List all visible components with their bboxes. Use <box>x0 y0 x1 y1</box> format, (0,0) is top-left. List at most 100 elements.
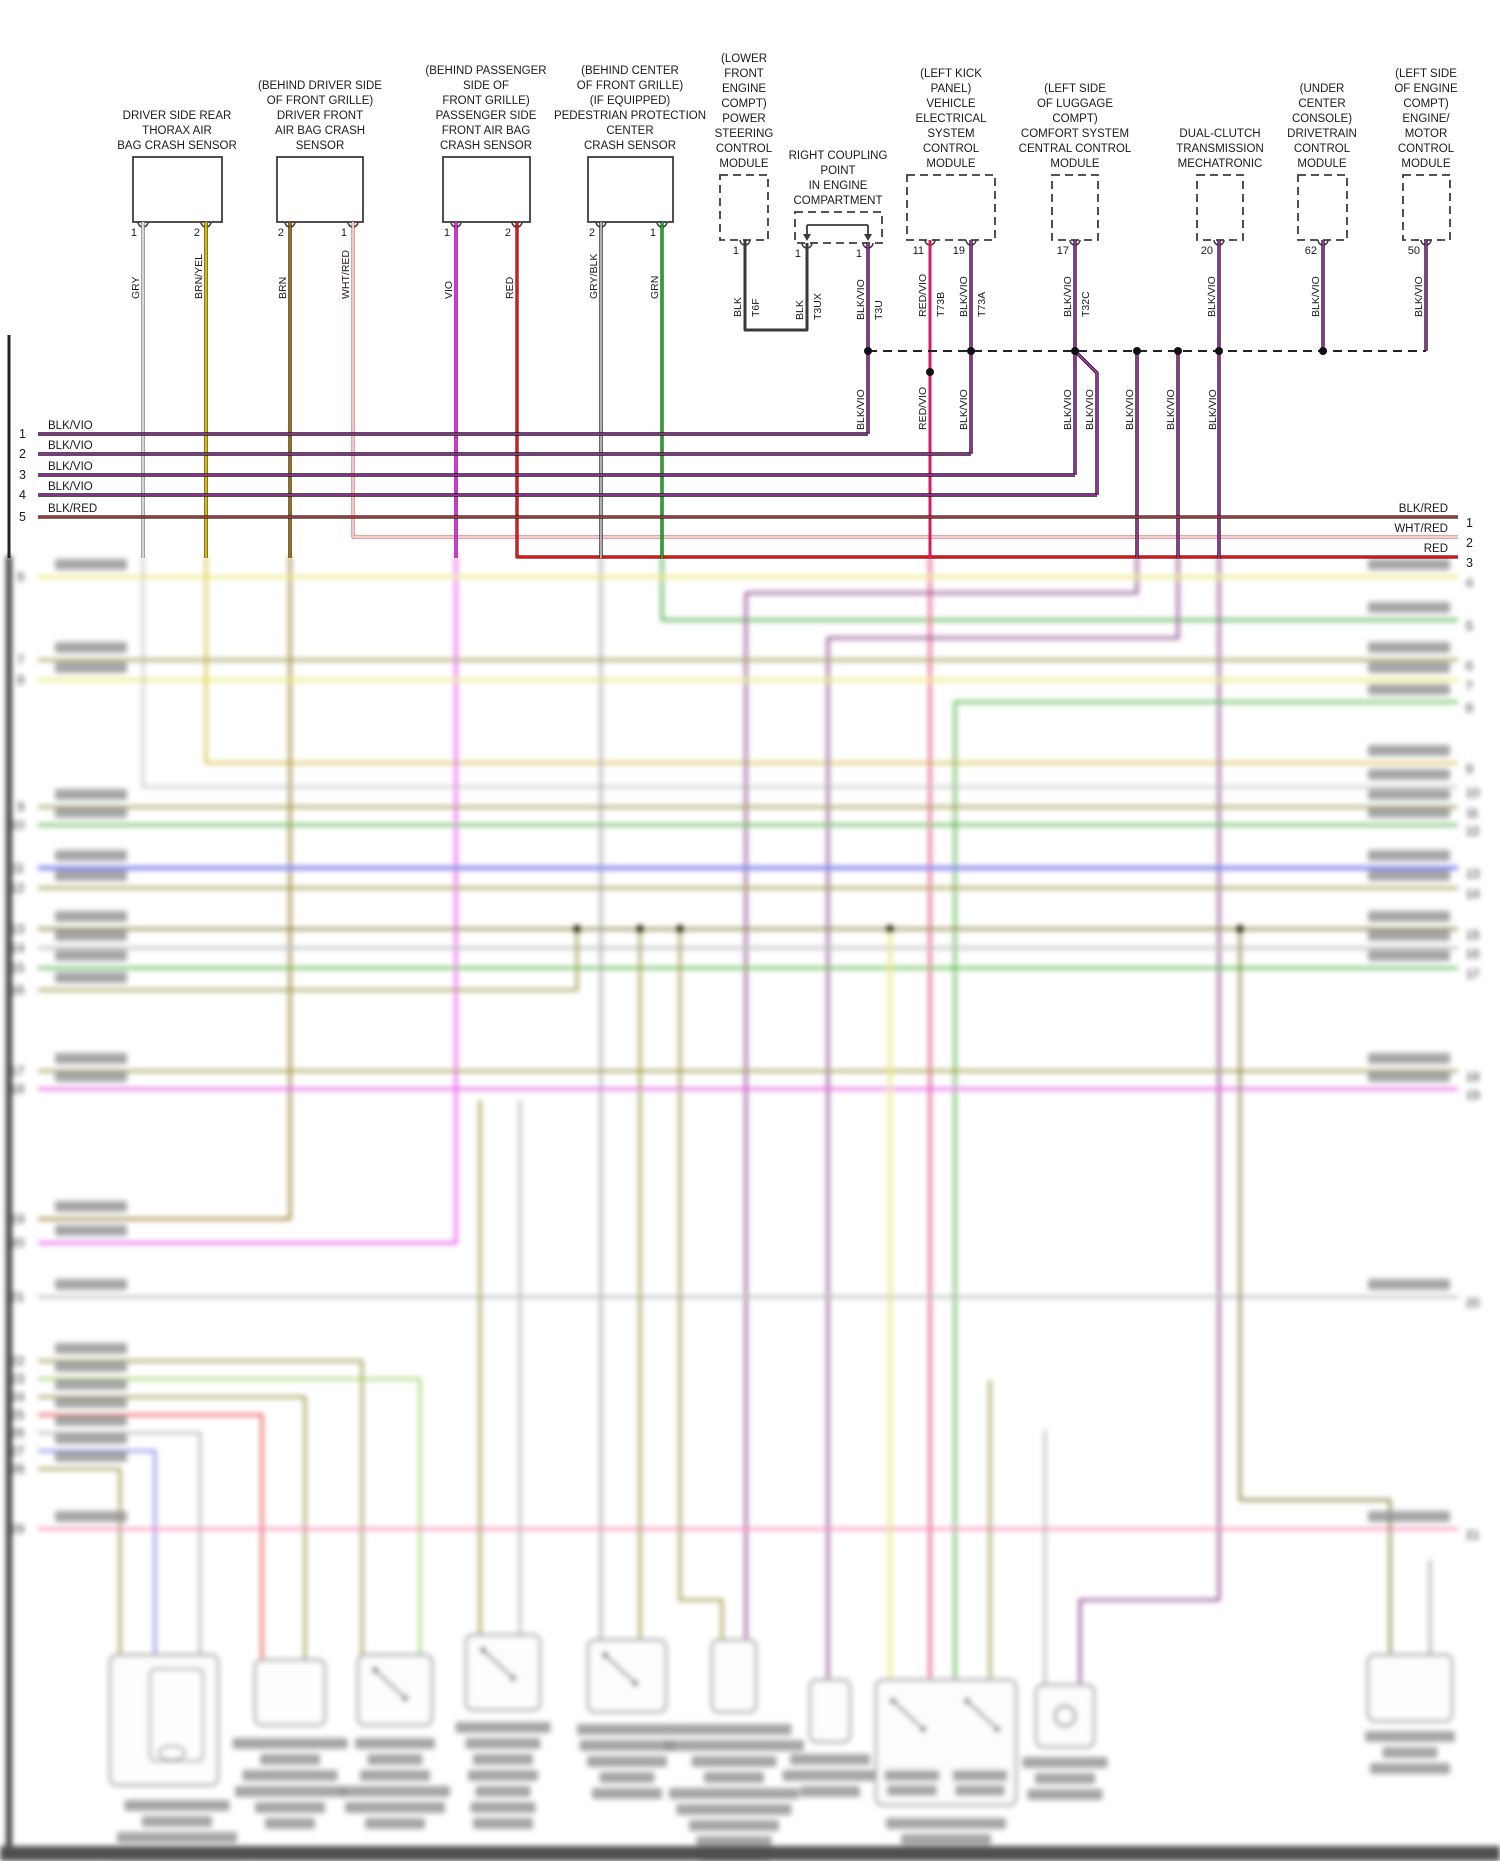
blurred-caption-line <box>367 1754 423 1765</box>
blurred-caption-line <box>455 1722 551 1733</box>
blurred-component-box <box>1366 1653 1454 1723</box>
blurred-caption-line <box>468 1770 538 1781</box>
module-title-comfort-system-central-control-module: COMFORT SYSTEM <box>1021 128 1129 140</box>
module-box-pedestrian-protection-center-crash-sensor <box>587 156 674 223</box>
blurred-left-number: 27 <box>11 1444 25 1458</box>
module-box-driver-side-rear-thorax-air-bag-crash-sensor <box>132 156 223 223</box>
blurred-caption-line <box>696 1836 772 1847</box>
blurred-left-label <box>55 1379 127 1390</box>
blurred-switch-dot <box>401 1694 409 1702</box>
blurred-left-label <box>55 1225 127 1236</box>
blurred-junction-dot <box>636 925 644 933</box>
blurred-left-label <box>55 662 127 673</box>
blurred-right-label <box>1368 911 1450 922</box>
blurred-left-label <box>55 559 127 570</box>
module-title-comfort-system-central-control-module: OF LUGGAGE <box>1037 98 1113 110</box>
blurred-left-label <box>55 972 127 983</box>
blurred-left-label <box>55 850 127 861</box>
blurred-left-number: 8 <box>17 673 24 687</box>
blurred-switch-glyph <box>483 1650 511 1676</box>
blurred-right-label <box>1368 930 1450 941</box>
blurred-caption-line <box>465 1738 541 1749</box>
wire-color-label: BLK <box>794 300 806 320</box>
wire-color-label: GRN <box>649 276 661 299</box>
blurred-wire <box>141 556 1458 789</box>
blurred-caption-line <box>1022 1757 1108 1768</box>
module-title-engine-motor-control-module: OF ENGINE <box>1394 83 1458 95</box>
wire-color-label: BLK/VIO <box>1207 389 1219 430</box>
left-terminal-number: 3 <box>19 468 26 482</box>
blurred-right-number: 5 <box>1466 619 1473 633</box>
blurred-left-number: 23 <box>11 1372 25 1386</box>
blurred-junction-dot <box>676 925 684 933</box>
module-title-dual-clutch-transmission-mechatronic: DUAL-CLUTCH <box>1179 128 1260 140</box>
module-title-power-steering-control-module: ENGINE <box>722 83 766 95</box>
blurred-left-label <box>55 1451 127 1462</box>
module-title-engine-motor-control-module: MOTOR <box>1405 128 1448 140</box>
blurred-wire <box>38 1467 122 1655</box>
module-title-drivetrain-control-module: CONSOLE) <box>1292 113 1352 125</box>
blurred-right-label <box>1368 1279 1450 1290</box>
module-title-pedestrian-protection-center-crash-sensor: OF FRONT GRILLE) <box>577 80 684 92</box>
connector-label: T73B <box>935 292 947 317</box>
right-terminal-number: 3 <box>1466 556 1473 570</box>
pin-number: 11 <box>913 245 924 257</box>
module-title-power-steering-control-module: MODULE <box>719 158 769 170</box>
pin-number: 1 <box>650 227 656 239</box>
module-title-engine-motor-control-module: MODULE <box>1401 158 1451 170</box>
blurred-wire <box>826 556 1180 1680</box>
module-box-power-steering-control-module <box>719 174 769 241</box>
pin-number: 2 <box>194 227 200 239</box>
blurred-caption-line <box>365 1818 425 1829</box>
pin-number: 17 <box>1057 245 1069 257</box>
blurred-caption-line <box>664 1740 804 1751</box>
blurred-wire <box>38 1359 364 1655</box>
blurred-left-label <box>55 950 127 961</box>
blurred-left-number: 21 <box>11 1290 25 1304</box>
blurred-switch-glyph <box>967 1701 995 1727</box>
blurred-right-number: 14 <box>1466 887 1480 901</box>
junction-dot <box>1133 347 1141 355</box>
module-title-comfort-system-central-control-module: (LEFT SIDE <box>1044 83 1106 95</box>
module-title-driver-front-air-bag-crash-sensor: (BEHIND DRIVER SIDE <box>258 80 382 92</box>
left-terminal-label: BLK/RED <box>48 503 97 515</box>
blurred-right-number: 19 <box>1466 1088 1480 1102</box>
module-title-comfort-system-central-control-module: COMPT) <box>1052 113 1098 125</box>
wire-color-label: BLK/VIO <box>958 276 970 317</box>
module-title-passenger-side-front-air-bag-crash-sensor: PASSENGER SIDE <box>436 110 537 122</box>
module-title-power-steering-control-module: FRONT <box>724 68 764 80</box>
blurred-caption-line <box>886 1818 1006 1829</box>
blurred-caption-line <box>669 1788 799 1799</box>
module-box-driver-front-air-bag-crash-sensor <box>276 156 364 223</box>
blurred-wire <box>1078 556 1221 1685</box>
blurred-right-number: 7 <box>1466 679 1473 693</box>
blurred-left-label <box>55 1071 127 1082</box>
blurred-component-box <box>108 1653 220 1787</box>
wire-color-label: GRY <box>130 276 142 299</box>
blurred-caption-line <box>242 1770 338 1781</box>
wire-color-label: BLK/VIO <box>1413 276 1425 317</box>
blurred-caption-line <box>473 1818 533 1829</box>
blurred-right-label <box>1368 602 1450 613</box>
blurred-switch-dot <box>889 1697 897 1705</box>
wire <box>352 222 1458 538</box>
module-title-driver-side-rear-thorax-air-bag-crash-sensor: DRIVER SIDE REAR <box>123 110 232 122</box>
blurred-left-label <box>55 807 127 818</box>
blurred-caption-line <box>265 1818 315 1829</box>
blurred-wire <box>1238 929 1392 1655</box>
blurred-left-label <box>55 1201 127 1212</box>
blurred-caption-line <box>887 1785 937 1796</box>
module-title-driver-front-air-bag-crash-sensor: SENSOR <box>296 140 345 152</box>
wire-color-label: BLK/VIO <box>855 389 867 430</box>
pin-number: 2 <box>589 227 595 239</box>
blurred-left-label <box>55 789 127 800</box>
wire-color-label: WHT/RED <box>340 250 352 299</box>
blurred-left-number: 29 <box>11 1522 25 1536</box>
blurred-right-label <box>1368 662 1450 673</box>
blurred-switch-dot <box>479 1646 487 1654</box>
blurred-right-number: 9 <box>1466 762 1473 776</box>
blurred-caption-line <box>235 1786 345 1797</box>
right-terminal-label: RED <box>1424 543 1448 555</box>
blurred-oval <box>158 1745 186 1761</box>
